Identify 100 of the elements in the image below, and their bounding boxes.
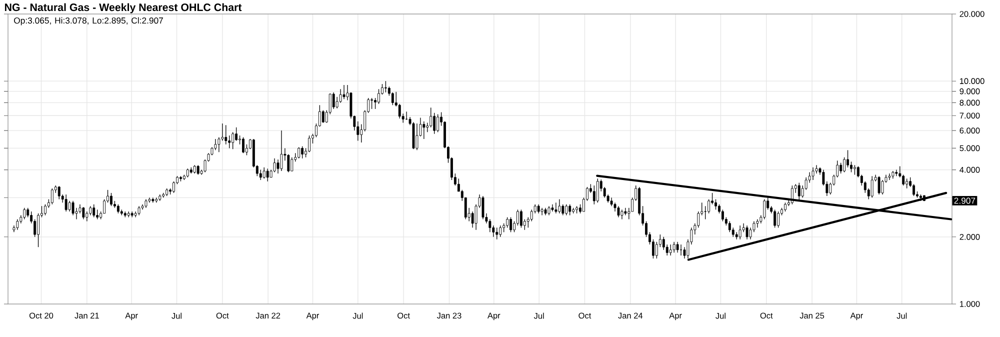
candlestick — [378, 88, 380, 104]
candlestick — [16, 218, 19, 230]
candlestick — [26, 208, 30, 218]
x-tick-label: Jul — [896, 312, 907, 319]
x-tick-label: Jul — [352, 312, 363, 319]
candlestick — [398, 104, 401, 119]
candlestick — [562, 204, 564, 216]
candlestick — [888, 173, 891, 180]
candlestick — [433, 112, 436, 134]
candlestick — [384, 80, 387, 93]
x-tick-label: Oct — [760, 312, 773, 319]
chart-title: NG - Natural Gas - Weekly Nearest OHLC Chart — [4, 3, 242, 14]
candlestick — [554, 202, 558, 214]
x-tick-label: Oct — [578, 312, 592, 319]
candlestick — [846, 150, 850, 168]
candlestick — [620, 209, 624, 220]
x-tick-label: Apr — [306, 312, 320, 320]
x-tick-label: Apr — [487, 312, 500, 320]
candlestick — [697, 211, 700, 228]
candlestick — [548, 206, 550, 216]
candlestick — [878, 176, 880, 195]
candlestick — [912, 184, 916, 196]
candlestick — [906, 178, 908, 189]
candlestick — [436, 114, 440, 133]
candlestick — [676, 242, 679, 253]
candlestick — [482, 196, 484, 220]
y-tick-label: 1.000 — [960, 301, 980, 307]
candlestick — [242, 136, 244, 154]
candlestick — [298, 146, 300, 159]
candlestick — [342, 84, 346, 100]
candlestick — [843, 156, 846, 173]
candlestick — [290, 156, 294, 172]
x-tick-label: Jul — [172, 312, 182, 319]
candlestick — [92, 204, 96, 218]
candlestick — [506, 216, 509, 228]
candlestick — [902, 174, 905, 186]
candlestick — [850, 161, 852, 173]
candlestick — [232, 132, 234, 150]
candlestick — [655, 242, 658, 259]
annotation: Op:3.065, Hi:3.078, Lo:2.895, Cl:2.907 — [14, 17, 163, 26]
x-tick-label: Jan 23 — [436, 312, 462, 319]
candlestick — [592, 185, 596, 205]
candlestick — [746, 225, 748, 240]
candlestick — [391, 92, 394, 106]
candlestick — [224, 124, 228, 145]
candlestick — [540, 208, 544, 216]
candlestick — [672, 242, 676, 253]
x-tick-label: Apr — [125, 312, 138, 320]
candlestick — [82, 206, 85, 220]
candlestick — [499, 225, 502, 238]
candlestick — [617, 206, 620, 218]
x-tick-label: Jan 25 — [800, 312, 824, 319]
candlestick — [280, 130, 283, 172]
y-tick-label: 7.000 — [960, 112, 980, 119]
candlestick — [774, 209, 776, 228]
candlestick — [551, 204, 554, 212]
y-tick-label: 6.000 — [960, 128, 980, 134]
candlestick — [266, 168, 269, 182]
y-tick-label: 9.000 — [960, 88, 980, 94]
candlestick — [662, 236, 665, 250]
candlestick — [510, 216, 512, 233]
candlestick — [738, 225, 742, 240]
candlestick — [624, 208, 627, 216]
y-tick-label: 2.000 — [960, 234, 980, 240]
candlestick — [854, 164, 856, 176]
candlestick — [44, 204, 46, 216]
candlestick — [520, 209, 522, 228]
candlestick — [537, 204, 540, 214]
y-tick-label: 5.000 — [960, 145, 980, 152]
candlestick — [530, 209, 533, 222]
candlestick — [64, 194, 68, 212]
x-tick-label: Oct 20 — [29, 312, 54, 319]
candlestick — [870, 176, 874, 198]
x-tick-label: Apr — [850, 312, 864, 320]
candlestick — [777, 211, 780, 228]
candlestick — [259, 169, 262, 180]
x-tick-label: Apr — [669, 312, 682, 320]
x-tick-label: Jan 22 — [256, 312, 280, 319]
candlestick — [116, 204, 120, 214]
candlestick — [496, 227, 498, 240]
candlestick — [565, 204, 568, 216]
x-tick-label: Oct — [216, 312, 229, 319]
x-tick-label: Jul — [534, 312, 544, 319]
x-tick-label: Jul — [716, 312, 726, 319]
candlestick — [763, 198, 766, 220]
candlestick — [58, 186, 60, 200]
x-tick-label: Oct — [398, 312, 410, 319]
candlestick — [172, 181, 176, 194]
candlestick — [228, 135, 231, 149]
candlestick — [72, 200, 74, 216]
y-tick-label: 8.000 — [960, 100, 980, 106]
candlestick — [332, 92, 335, 110]
candlestick — [196, 164, 200, 176]
candlestick — [895, 169, 898, 176]
candlestick — [103, 198, 106, 214]
x-tick-label: Jan 21 — [74, 312, 99, 319]
candlestick — [422, 120, 426, 140]
candlestick — [322, 110, 324, 124]
candlestick — [798, 182, 800, 202]
candlestick — [812, 167, 814, 180]
